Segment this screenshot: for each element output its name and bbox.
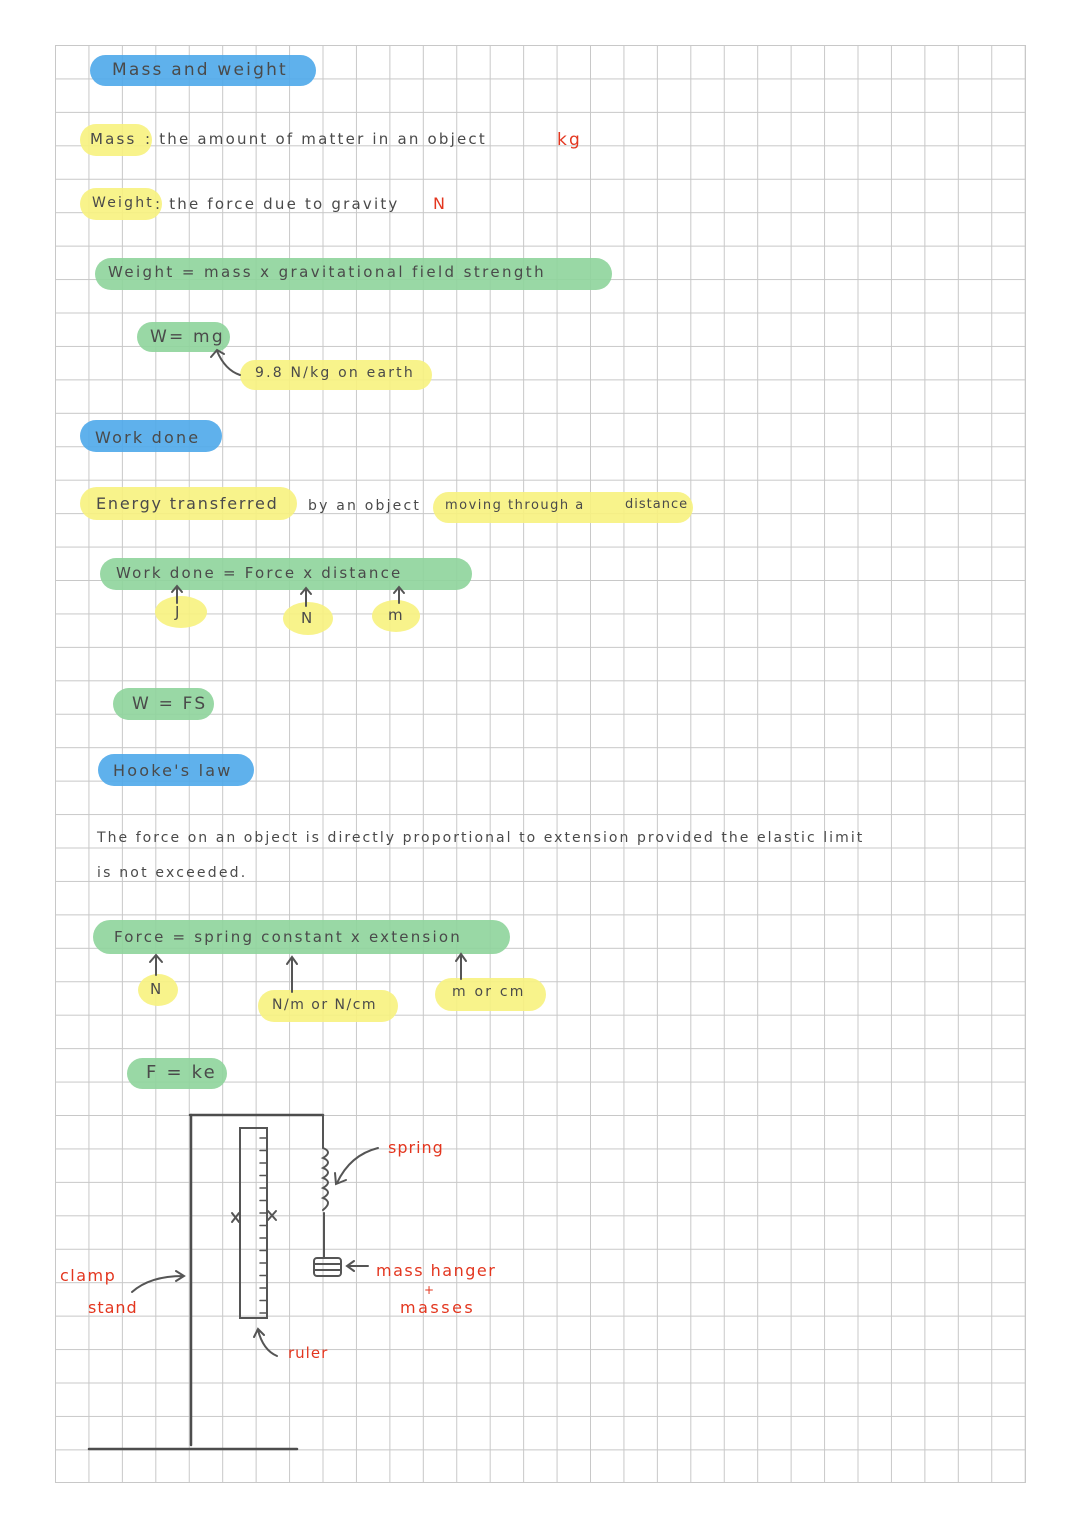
hooke-formula-words: Force = spring constant x extension: [114, 928, 462, 946]
label-stand: stand: [88, 1298, 138, 1317]
hooke-statement-2: is not exceeded.: [97, 865, 248, 881]
arrow-icon: [210, 348, 241, 376]
heading-highlight: [80, 420, 222, 452]
heading-highlight: [98, 754, 254, 786]
term-highlight: [80, 188, 162, 220]
unit-highlight: [435, 978, 546, 1011]
hooke-formula: F = ke: [146, 1062, 217, 1083]
unit-highlight: [372, 600, 420, 632]
clamp-stand: [87, 1113, 325, 1451]
weight-formula-words: Weight = mass x gravitational field stre…: [108, 263, 546, 281]
formula-highlight: [95, 258, 612, 290]
heading-hookes-law: Hooke's law: [113, 761, 233, 780]
arrow-icon: [171, 584, 183, 604]
term-weight: Weight: [92, 195, 154, 211]
heading-work-done: Work done: [95, 428, 201, 447]
label-mass-hanger: mass hanger: [376, 1261, 497, 1280]
unit-j: J: [175, 603, 182, 621]
unit-force: N: [150, 980, 164, 998]
heading-highlight: [90, 55, 316, 86]
arrow-icon: [455, 952, 467, 980]
label-ruler: ruler: [288, 1344, 329, 1362]
mass-unit: kg: [557, 130, 583, 150]
arrow-icon: [149, 953, 163, 976]
label-plus: +: [424, 1283, 437, 1297]
label-masses: masses: [400, 1298, 476, 1317]
note-highlight: [240, 360, 432, 390]
unit-n: N: [301, 609, 315, 627]
weight-unit: N: [433, 194, 448, 213]
formula-highlight: [127, 1058, 227, 1089]
weight-definition: : the force due to gravity: [155, 195, 400, 213]
work-formula-words: Work done = Force x distance: [116, 564, 403, 582]
work-def-4: distance: [625, 497, 689, 512]
label-clamp: clamp: [60, 1266, 117, 1285]
heading-mass-weight: Mass and weight: [112, 60, 288, 80]
unit-extension: m or cm: [452, 984, 526, 1000]
unit-highlight: [138, 974, 178, 1006]
ruler: [231, 1127, 277, 1319]
arrow-icon: [286, 955, 298, 993]
term-mass: Mass: [90, 130, 137, 148]
work-def-1: Energy transferred: [96, 494, 279, 513]
arrow-icon: [300, 586, 312, 607]
unit-highlight: [258, 990, 398, 1022]
weight-formula: W= mg: [150, 327, 225, 347]
mass-definition: : the amount of matter in an object: [145, 130, 487, 148]
hooke-statement-1: The force on an object is directly propo…: [97, 830, 865, 846]
formula-highlight: [137, 322, 230, 352]
term-highlight: [80, 124, 152, 156]
spring: [320, 1114, 329, 1259]
definition-highlight: [433, 492, 693, 523]
mass-hanger: [313, 1257, 342, 1277]
formula-highlight: [93, 920, 510, 954]
arrow-icon: [131, 1147, 379, 1357]
definition-highlight: [80, 487, 297, 520]
formula-highlight: [100, 558, 472, 590]
g-note: 9.8 N/kg on earth: [255, 365, 415, 381]
formula-highlight: [113, 688, 214, 720]
work-def-2: by an object: [308, 498, 422, 514]
unit-spring-constant: N/m or N/cm: [272, 997, 378, 1013]
unit-m: m: [388, 606, 405, 624]
unit-highlight: [283, 602, 333, 635]
arrow-icon: [393, 585, 405, 604]
unit-highlight: [155, 596, 207, 628]
label-spring: spring: [388, 1138, 444, 1157]
work-def-3: moving through a: [445, 498, 585, 513]
work-formula: W = FS: [132, 694, 208, 714]
